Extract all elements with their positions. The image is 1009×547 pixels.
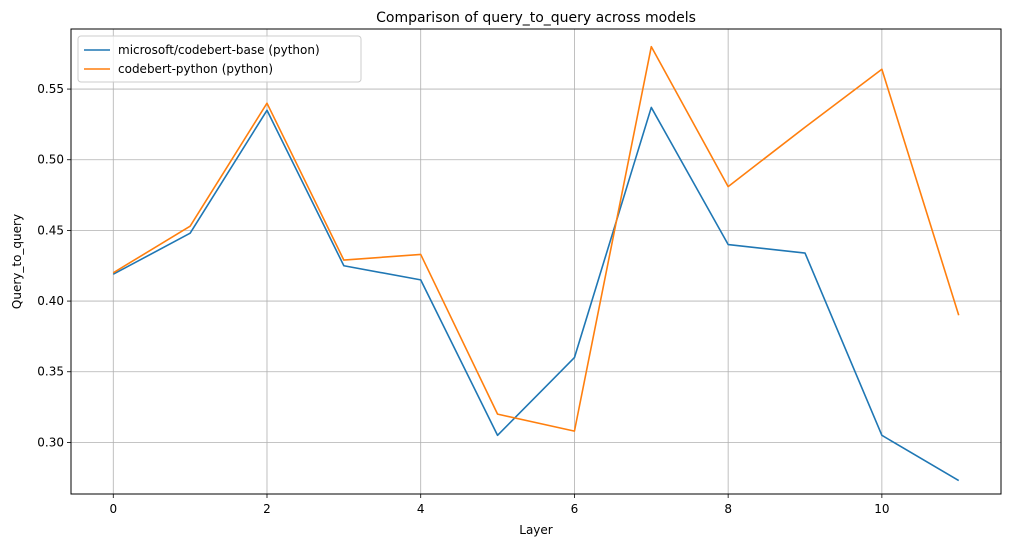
x-tick-label: 8 (724, 502, 732, 516)
x-tick-label: 10 (874, 502, 889, 516)
x-tick-label: 2 (263, 502, 271, 516)
plot-frame (70, 28, 1002, 495)
series-line-1 (112, 106, 960, 482)
x-axis-label: Layer (519, 523, 553, 537)
series-line-2 (112, 45, 960, 432)
grid (71, 29, 1001, 494)
y-tick-label: 0.55 (37, 82, 64, 96)
x-tick-label: 0 (109, 502, 117, 516)
chart-title: Comparison of query_to_query across mode… (376, 10, 696, 26)
series-lines (112, 45, 960, 482)
legend-entry: microsoft/codebert-base (python) (118, 43, 320, 57)
legend-box (77, 35, 362, 83)
y-tick-label: 0.50 (37, 153, 64, 167)
y-tick-label: 0.45 (37, 223, 64, 237)
axis-ticks: 0 2 4 6 8 10 0.30 0.35 0.40 0.45 0.50 0.55 (37, 82, 889, 516)
legend: microsoft/codebert-base (python) codebert… (77, 35, 362, 83)
y-axis-label: Query_to_query (10, 214, 24, 309)
legend-entry: codebert-python (python) (118, 62, 273, 76)
y-tick-label: 0.40 (37, 294, 64, 308)
x-tick-label: 4 (417, 502, 425, 516)
x-tick-label: 6 (571, 502, 579, 516)
y-tick-label: 0.30 (37, 435, 64, 449)
y-tick-label: 0.35 (37, 365, 64, 379)
